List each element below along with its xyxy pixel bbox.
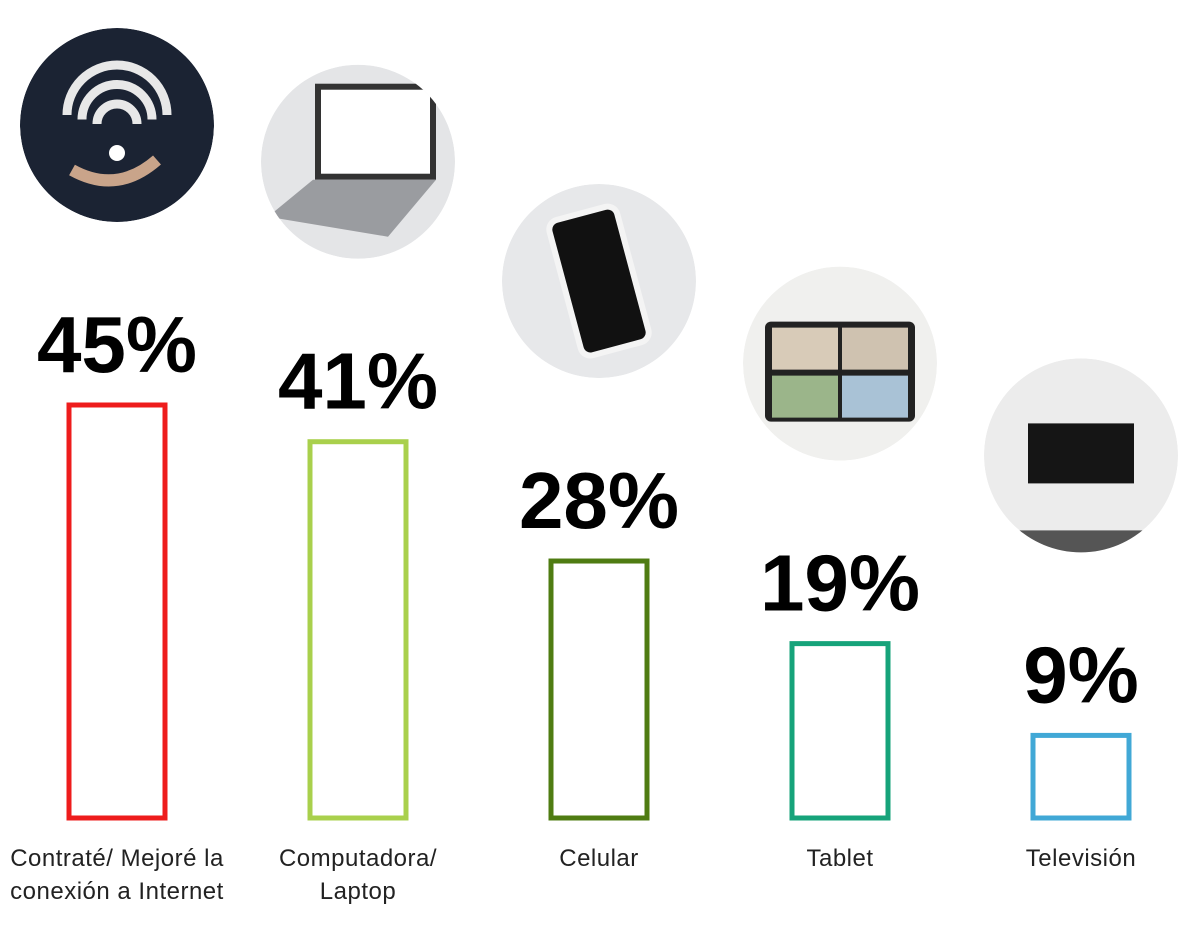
icon (842, 327, 908, 370)
icon (315, 83, 436, 180)
icon (69, 155, 161, 187)
bar (789, 641, 891, 821)
icon (772, 375, 838, 418)
icon (546, 203, 652, 359)
value-label: 9% (1023, 630, 1139, 719)
value-label: 19% (760, 539, 920, 628)
photo (20, 28, 214, 222)
icon (77, 80, 157, 120)
category-label: Televisión (1025, 845, 1137, 872)
icon (1028, 423, 1134, 484)
icon (268, 179, 436, 237)
category-label: Celular (559, 845, 639, 872)
photo (502, 184, 696, 379)
category-label: Tablet (806, 845, 874, 872)
category-label: Computadora/ Laptop (278, 845, 438, 905)
icon (62, 60, 172, 116)
icon (109, 145, 125, 161)
value-label: 45% (37, 300, 197, 389)
photo (261, 64, 455, 259)
bar (1030, 732, 1132, 821)
icon (842, 375, 908, 418)
icon (92, 99, 142, 125)
icon (984, 530, 1178, 553)
bar (548, 558, 650, 821)
value-label: 28% (519, 456, 679, 545)
value-label: 41% (278, 337, 438, 426)
category-label: Contraté/ Mejoré la conexión a Internet (10, 845, 224, 905)
icon (772, 327, 838, 370)
photo-bg (20, 28, 214, 222)
bar (307, 439, 409, 821)
photo (743, 266, 937, 461)
bar (66, 402, 168, 821)
photo (984, 358, 1178, 553)
